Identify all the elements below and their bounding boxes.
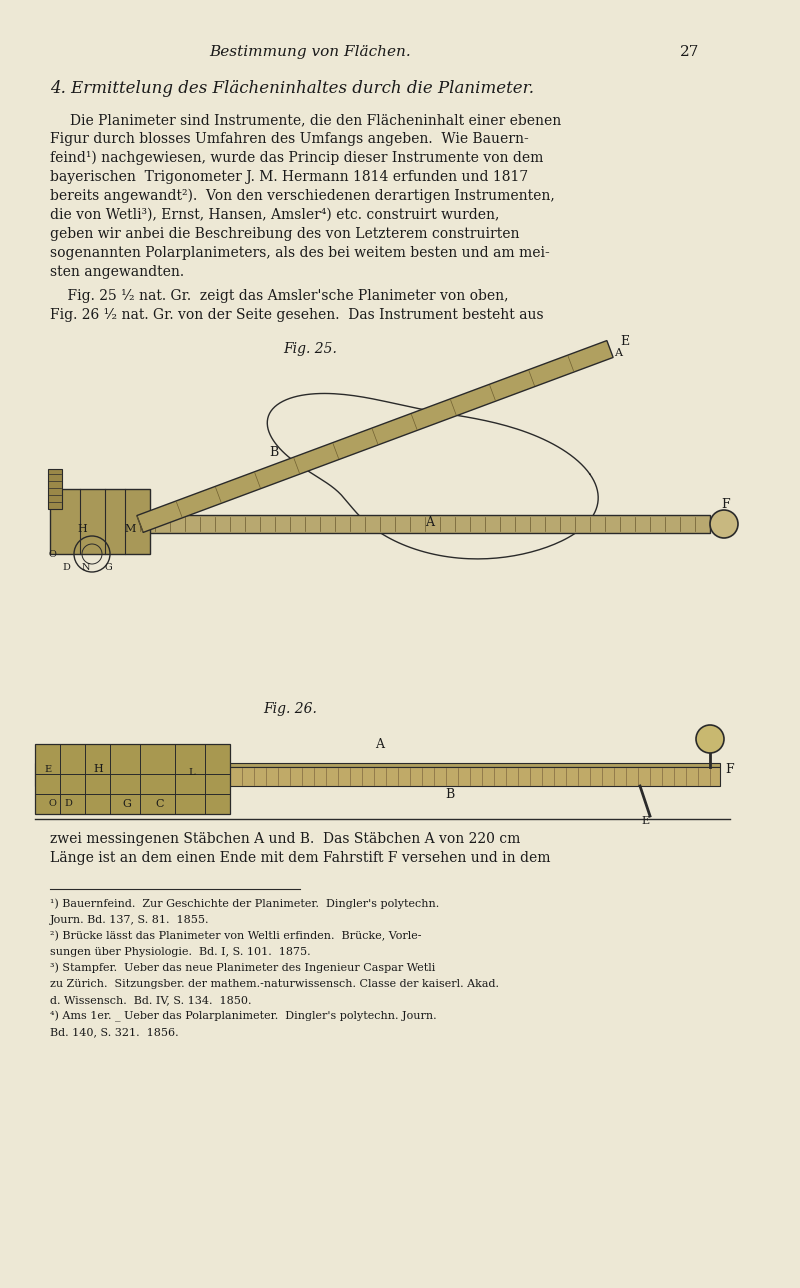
Text: ²) Brücke lässt das Planimeter von Weltli erfinden.  Brücke, Vorle-: ²) Brücke lässt das Planimeter von Weltl… [50,931,422,942]
Polygon shape [35,766,720,786]
Text: O: O [48,800,56,809]
Polygon shape [35,744,230,814]
Polygon shape [35,762,720,766]
Text: C: C [156,799,164,809]
Text: A: A [375,738,385,751]
Text: D: D [64,800,72,809]
Text: B: B [446,787,454,801]
Text: Bd. 140, S. 321.  1856.: Bd. 140, S. 321. 1856. [50,1027,178,1037]
Circle shape [710,510,738,538]
Text: Fig. 26.: Fig. 26. [263,702,317,716]
Polygon shape [48,469,62,509]
Text: geben wir anbei die Beschreibung des von Letzterem construirten: geben wir anbei die Beschreibung des von… [50,227,519,241]
Text: B: B [270,446,278,460]
Text: bayerischen  Trigonometer J. M. Hermann 1814 erfunden und 1817: bayerischen Trigonometer J. M. Hermann 1… [50,170,528,184]
Text: bereits angewandt²).  Von den verschiedenen derartigen Instrumenten,: bereits angewandt²). Von den verschieden… [50,189,554,204]
Text: ⁴) Ams 1er. _ Ueber das Polarplanimeter.  Dingler's polytechn. Journ.: ⁴) Ams 1er. _ Ueber das Polarplanimeter.… [50,1010,437,1021]
Text: zwei messingenen Stäbchen A und B.  Das Stäbchen A von 220 cm: zwei messingenen Stäbchen A und B. Das S… [50,832,520,846]
Text: O: O [48,550,56,559]
Text: E: E [45,765,51,774]
Text: F: F [722,497,730,510]
Text: sogenannten Polarplanimeters, als des bei weitem besten und am mei-: sogenannten Polarplanimeters, als des be… [50,246,550,260]
Text: feind¹) nachgewiesen, wurde das Princip dieser Instrumente von dem: feind¹) nachgewiesen, wurde das Princip … [50,151,543,165]
Text: zu Zürich.  Sitzungsber. der mathem.-naturwissensch. Classe der kaiserl. Akad.: zu Zürich. Sitzungsber. der mathem.-natu… [50,979,499,989]
Text: G: G [104,563,112,572]
Text: Die Planimeter sind Instrumente, die den Flächeninhalt einer ebenen: Die Planimeter sind Instrumente, die den… [70,113,562,128]
Text: A: A [614,348,622,358]
Text: die von Wetli³), Ernst, Hansen, Amsler⁴) etc. construirt wurden,: die von Wetli³), Ernst, Hansen, Amsler⁴)… [50,207,499,222]
Text: H: H [77,524,87,535]
Circle shape [696,725,724,753]
Text: E: E [641,817,649,826]
Text: ³) Stampfer.  Ueber das neue Planimeter des Ingenieur Caspar Wetli: ³) Stampfer. Ueber das neue Planimeter d… [50,962,435,974]
Text: G: G [122,799,131,809]
Text: H: H [93,764,103,774]
Text: F: F [726,762,734,775]
Text: Bestimmung von Flächen.: Bestimmung von Flächen. [209,45,411,59]
Text: Fig. 25 ¹⁄₂ nat. Gr.  zeigt das Amsler'sche Planimeter von oben,: Fig. 25 ¹⁄₂ nat. Gr. zeigt das Amsler'sc… [50,289,509,303]
Text: Fig. 25.: Fig. 25. [283,343,337,355]
Text: M: M [124,524,136,535]
Polygon shape [50,489,150,554]
Text: L: L [189,768,195,777]
Text: Figur durch blosses Umfahren des Umfangs angeben.  Wie Bauern-: Figur durch blosses Umfahren des Umfangs… [50,131,529,146]
Polygon shape [115,515,710,533]
Polygon shape [137,340,613,532]
Text: d. Wissensch.  Bd. IV, S. 134.  1850.: d. Wissensch. Bd. IV, S. 134. 1850. [50,996,251,1005]
Text: E: E [621,335,630,348]
Text: sungen über Physiologie.  Bd. I, S. 101.  1875.: sungen über Physiologie. Bd. I, S. 101. … [50,947,310,957]
Text: 27: 27 [680,45,700,59]
Text: ¹) Bauernfeind.  Zur Geschichte der Planimeter.  Dingler's polytechn.: ¹) Bauernfeind. Zur Geschichte der Plani… [50,899,439,909]
Text: sten angewandten.: sten angewandten. [50,265,184,279]
Text: Fig. 26 ¹⁄₂ nat. Gr. von der Seite gesehen.  Das Instrument besteht aus: Fig. 26 ¹⁄₂ nat. Gr. von der Seite geseh… [50,308,544,322]
Text: Länge ist an dem einen Ende mit dem Fahrstift F versehen und in dem: Länge ist an dem einen Ende mit dem Fahr… [50,851,550,866]
Text: D: D [62,563,70,572]
Text: Journ. Bd. 137, S. 81.  1855.: Journ. Bd. 137, S. 81. 1855. [50,914,210,925]
Text: 4. Ermittelung des Flächeninhaltes durch die Planimeter.: 4. Ermittelung des Flächeninhaltes durch… [50,80,534,97]
Text: A: A [426,515,434,528]
Text: N: N [82,563,90,572]
